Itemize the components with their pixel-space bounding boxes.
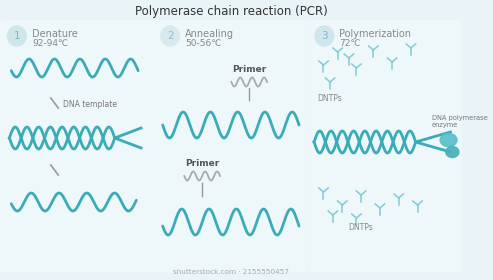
- Text: 2: 2: [167, 31, 174, 41]
- FancyBboxPatch shape: [308, 20, 462, 272]
- Ellipse shape: [446, 146, 459, 158]
- Text: Annealing: Annealing: [185, 29, 234, 39]
- Text: DNA polymerase enzyme: DNA polymerase enzyme: [432, 115, 488, 128]
- Text: Primer: Primer: [185, 159, 219, 168]
- Text: shutterstock.com · 2155550457: shutterstock.com · 2155550457: [174, 269, 289, 275]
- Text: Polymerization: Polymerization: [340, 29, 412, 39]
- Circle shape: [315, 26, 334, 46]
- Text: DNTPs: DNTPs: [317, 94, 342, 102]
- Text: 50-56℃: 50-56℃: [185, 39, 222, 48]
- Text: 72℃: 72℃: [340, 39, 361, 48]
- Text: 92-94℃: 92-94℃: [32, 39, 68, 48]
- Circle shape: [7, 26, 26, 46]
- Text: DNTPs: DNTPs: [349, 223, 374, 232]
- Text: Primer: Primer: [232, 65, 266, 74]
- FancyBboxPatch shape: [153, 20, 308, 272]
- Text: 1: 1: [14, 31, 20, 41]
- FancyBboxPatch shape: [0, 20, 154, 272]
- Text: Denature: Denature: [32, 29, 78, 39]
- Text: 3: 3: [321, 31, 328, 41]
- Text: Polymerase chain reaction (PCR): Polymerase chain reaction (PCR): [135, 4, 328, 18]
- Ellipse shape: [440, 134, 457, 146]
- Text: DNA template: DNA template: [63, 99, 117, 109]
- Circle shape: [161, 26, 179, 46]
